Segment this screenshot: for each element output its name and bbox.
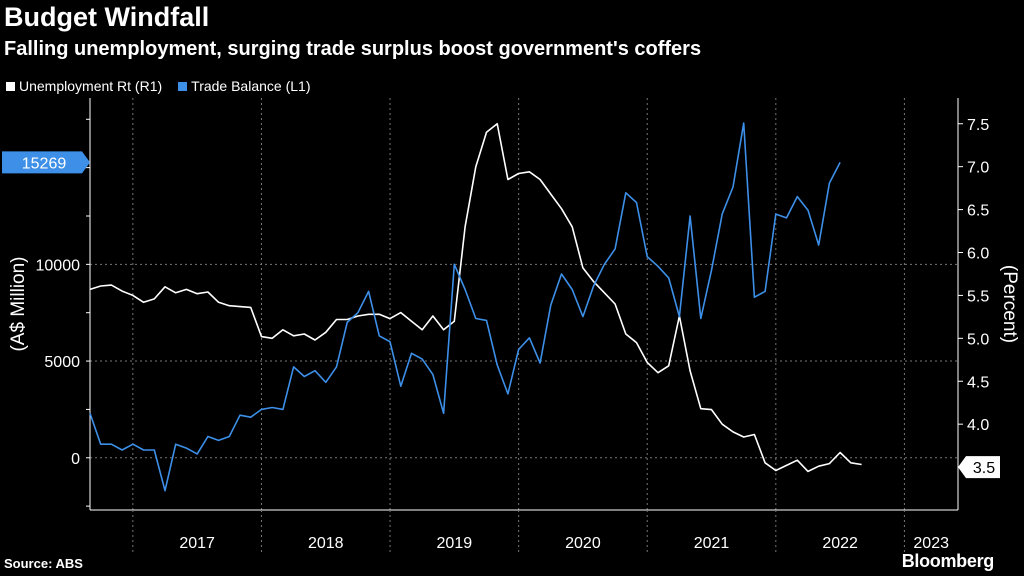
trade-last-value-label: 15269 [22,155,67,172]
right-tick-label: 7.0 [967,160,989,177]
legend-label-trade: Trade Balance (L1) [191,78,311,94]
right-tick-label: 7.5 [967,117,989,134]
unemployment-line [89,122,862,473]
x-tick-label-2019: 2019 [437,535,473,552]
trade-balance-line [89,122,841,492]
legend-item-trade: Trade Balance (L1) [178,78,310,94]
unemployment-last-value-label: 3.5 [973,460,995,477]
chart-title: Budget Windfall [4,2,210,32]
left-axis-title: (A$ Million) [8,256,29,351]
legend: Unemployment Rt (R1) Trade Balance (L1) [6,78,310,94]
legend-swatch-unemployment [6,81,15,91]
right-tick-label: 6.5 [967,203,989,220]
legend-swatch-trade [178,81,188,91]
unemployment-last-value-badge [958,456,1000,479]
trade-last-value-badge [2,151,90,174]
right-tick-label: 5.5 [967,288,989,305]
right-tick-label: 4.5 [967,374,989,391]
x-tick-label-2023: 2023 [913,535,949,552]
right-axis-title: (Percent) [999,265,1020,343]
x-tick-label-2020: 2020 [565,535,601,552]
right-tick-label: 6.0 [967,246,989,263]
right-tick-label: 5.0 [967,331,989,348]
x-tick-label-2022: 2022 [822,535,858,552]
x-tick-label-2018: 2018 [308,535,344,552]
x-tick-label-2021: 2021 [694,535,730,552]
source-note: Source: ABS [4,556,83,571]
left-tick-label: 5000 [44,354,80,371]
x-tick-label-2017: 2017 [179,535,215,552]
left-tick-label: 0 [71,451,80,468]
legend-label-unemployment: Unemployment Rt (R1) [19,78,163,94]
brand-logo: Bloomberg [901,551,995,571]
chart-subtitle: Falling unemployment, surging trade surp… [4,38,702,60]
right-tick-label: 4.0 [967,417,989,434]
legend-item-unemployment: Unemployment Rt (R1) [6,78,162,94]
left-tick-label: 10000 [36,257,81,274]
